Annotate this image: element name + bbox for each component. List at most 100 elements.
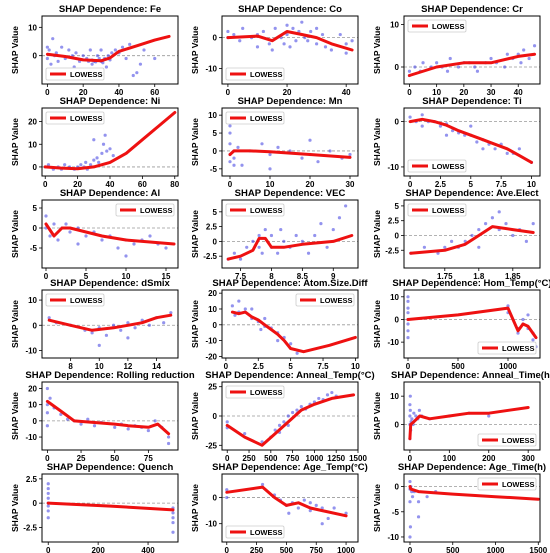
data-point xyxy=(314,503,318,507)
x-tick-label: 1500 xyxy=(349,454,367,463)
data-point xyxy=(413,65,417,69)
data-point xyxy=(470,233,474,238)
y-tick-label: -5 xyxy=(30,244,38,253)
legend-label: LOWESS xyxy=(250,206,283,215)
legend-label: LOWESS xyxy=(140,206,173,215)
data-point xyxy=(276,145,280,149)
data-point xyxy=(45,411,49,415)
chart-panel: SHAP Dependence: Mn SHAP Value 0 10 20 30 -5 0 5… xyxy=(190,96,359,189)
x-tick-label: 0 xyxy=(44,272,49,281)
data-point xyxy=(406,336,410,340)
data-point xyxy=(236,145,240,149)
data-point xyxy=(166,441,171,446)
data-point xyxy=(261,29,265,34)
legend-label: LOWESS xyxy=(502,344,535,353)
data-point xyxy=(406,299,410,303)
legend-label: LOWESS xyxy=(250,528,283,537)
x-tick-label: 0 xyxy=(43,180,48,189)
x-tick-label: 1000 xyxy=(499,362,517,371)
data-point xyxy=(120,45,125,49)
data-point xyxy=(119,328,123,332)
panel-title: SHAP Dependence: Quench xyxy=(47,462,174,473)
panel-title: SHAP Dependence: Cr xyxy=(421,4,523,15)
data-point xyxy=(299,405,303,409)
data-point xyxy=(408,115,412,119)
lowess-line xyxy=(45,34,171,63)
y-axis-label: SHAP Value xyxy=(372,26,382,74)
data-point xyxy=(250,307,254,311)
y-tick-label: 0 xyxy=(395,421,400,430)
x-tick-label: 1.85 xyxy=(505,272,521,281)
lowess-line xyxy=(46,501,175,512)
data-point xyxy=(99,48,103,52)
data-point xyxy=(138,62,143,66)
data-point xyxy=(233,313,237,317)
x-tick-label: 1.75 xyxy=(437,272,453,281)
x-tick-label: 8.5 xyxy=(297,272,309,281)
y-tick-label: 5 xyxy=(395,202,400,211)
data-point xyxy=(116,246,120,250)
data-point xyxy=(257,233,261,238)
data-point xyxy=(237,299,241,303)
data-point xyxy=(241,26,245,30)
lowess-line xyxy=(226,30,354,52)
plot-frame xyxy=(221,15,359,85)
x-tick-label: 1000 xyxy=(306,454,324,463)
panel-title: SHAP Dependence: Atom.Size.Diff xyxy=(212,278,368,289)
y-axis-label: SHAP Value xyxy=(372,392,382,440)
data-point xyxy=(225,420,229,424)
data-point xyxy=(448,56,452,61)
data-point xyxy=(124,56,128,61)
data-point xyxy=(251,239,255,243)
x-tick-label: 0 xyxy=(408,454,413,463)
chart-panel: SHAP Dependence: Cr SHAP Value 0 10 20 30 40 0 1… xyxy=(372,4,541,97)
data-point xyxy=(289,342,293,346)
data-point xyxy=(417,408,421,412)
y-tick-label: 0 xyxy=(33,52,38,61)
data-point xyxy=(126,427,130,431)
data-point xyxy=(308,509,312,513)
data-point xyxy=(105,149,109,153)
data-point xyxy=(477,227,481,232)
legend-label: LOWESS xyxy=(250,70,283,79)
data-point xyxy=(148,234,152,238)
y-tick-label: 0 xyxy=(395,315,400,324)
data-point xyxy=(90,331,94,335)
legend-label: LOWESS xyxy=(502,436,535,445)
data-point xyxy=(232,251,236,255)
x-tick-label: 1250 xyxy=(327,454,345,463)
y-tick-label: 0 xyxy=(213,412,218,421)
data-point xyxy=(106,54,110,58)
data-point xyxy=(79,422,83,426)
data-point xyxy=(225,495,229,500)
data-point xyxy=(104,333,109,337)
data-point xyxy=(74,51,78,55)
x-tick-label: 0 xyxy=(224,362,229,371)
data-point xyxy=(407,69,412,73)
data-point xyxy=(64,222,68,226)
data-point xyxy=(408,394,412,398)
x-tick-label: 750 xyxy=(286,454,300,463)
data-point xyxy=(484,222,488,226)
data-point xyxy=(414,414,418,418)
y-axis-label: SHAP Value xyxy=(10,118,20,166)
y-axis-label: SHAP Value xyxy=(190,300,200,348)
y-axis-label: SHAP Value xyxy=(190,210,200,258)
x-tick-label: 9 xyxy=(331,272,336,281)
data-point xyxy=(49,62,53,66)
chart-panel: SHAP Dependence: Co SHAP Value 0 20 40 -10 0 LO… xyxy=(190,4,359,97)
y-tick-label: 2.5 xyxy=(388,217,400,226)
data-point xyxy=(100,151,104,155)
data-point xyxy=(226,29,230,34)
data-point xyxy=(300,20,304,24)
x-tick-label: 7.5 xyxy=(317,362,329,371)
data-point xyxy=(425,495,429,499)
data-point xyxy=(348,152,352,157)
data-point xyxy=(126,321,130,325)
legend-label: LOWESS xyxy=(502,480,535,489)
y-axis-label: SHAP Value xyxy=(10,392,20,440)
x-tick-label: 300 xyxy=(521,454,535,463)
y-tick-label: 0 xyxy=(213,147,218,156)
x-tick-label: 14 xyxy=(152,362,161,371)
